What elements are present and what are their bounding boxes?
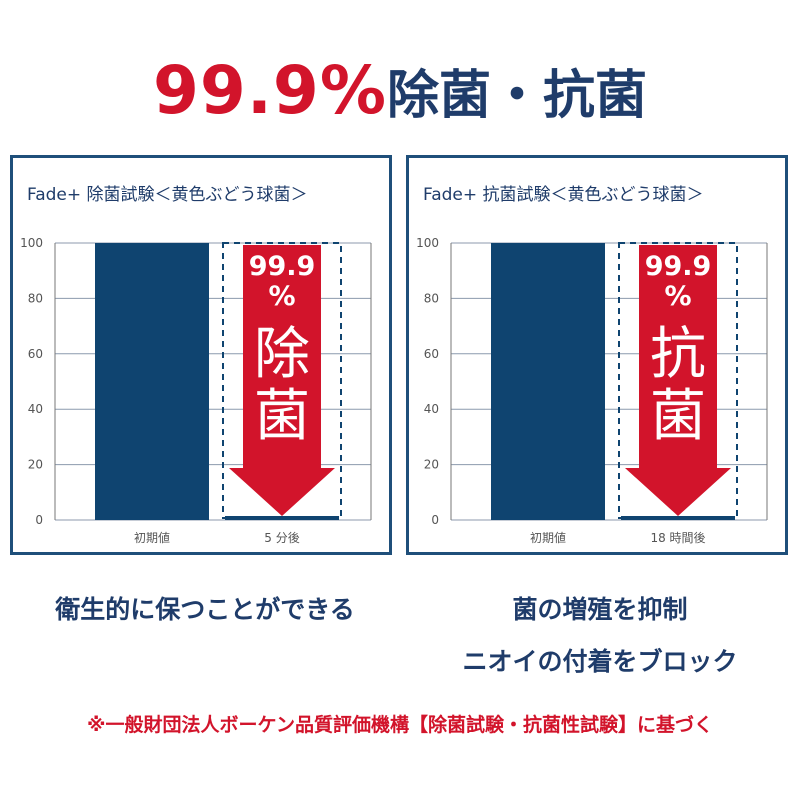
arrow-word-label: 菌 (650, 384, 706, 449)
y-tick-label: 20 (28, 458, 43, 472)
bar (491, 243, 605, 520)
antibacterial-chart: 100 80 60 40 20 0 初期値 18 時間後 99.9% 抗菌 (416, 236, 768, 545)
reduction-box (222, 242, 342, 519)
caption-suppress-growth: 菌の増殖を抑制 (512, 595, 688, 624)
y-tick-label: 20 (424, 458, 439, 472)
bar (95, 243, 209, 520)
arrow-word-label: 除 (254, 322, 310, 387)
x-tick-label: 初期値 (134, 530, 170, 545)
y-tick-label: 40 (28, 402, 43, 416)
reduction-arrow (625, 245, 731, 516)
footnote: ※一般財団法人ボーケン品質評価機構【除菌試験・抗菌性試験】に基づく (87, 714, 713, 736)
arrow-word-label: 抗 (650, 322, 706, 387)
y-tick-label: 60 (424, 347, 439, 361)
arrow-unit-label: % (664, 281, 691, 312)
arrow-word-label: 菌 (254, 384, 310, 449)
headline-text: 除菌・抗菌 (386, 66, 647, 126)
y-tick-label: 0 (35, 513, 43, 527)
chart-title: Fade+ 除菌試験＜黄色ぶどう球菌＞ (27, 185, 308, 205)
chart-title: Fade+ 抗菌試験＜黄色ぶどう球菌＞ (423, 185, 704, 205)
headline: 99.9%除菌・抗菌 (0, 52, 800, 129)
sterilization-chart-panel: Fade+ 除菌試験＜黄色ぶどう球菌＞ 100 80 60 40 20 0 初期値 5 分後 9… (10, 155, 392, 555)
arrow-value-label: 99.9 (249, 251, 316, 282)
arrow-unit-label: % (268, 281, 295, 312)
reduction-arrow (229, 245, 335, 516)
headline-percent: 99.9% (153, 52, 387, 129)
x-tick-label: 初期値 (530, 530, 566, 545)
y-tick-label: 0 (431, 513, 439, 527)
y-tick-label: 60 (28, 347, 43, 361)
x-tick-label: 18 時間後 (650, 531, 705, 545)
caption-hygienic: 衛生的に保つことができる (55, 595, 355, 624)
y-tick-label: 100 (20, 236, 43, 250)
y-tick-label: 80 (28, 291, 43, 305)
y-tick-label: 80 (424, 291, 439, 305)
y-tick-label: 40 (424, 402, 439, 416)
caption-block-odor: ニオイの付着をブロック (462, 647, 738, 676)
sterilization-chart: 100 80 60 40 20 0 初期値 5 分後 99.9% 除菌 (20, 236, 372, 545)
y-tick-label: 100 (416, 236, 439, 250)
arrow-value-label: 99.9 (645, 251, 712, 282)
reduction-box (618, 242, 738, 519)
x-tick-label: 5 分後 (264, 531, 299, 545)
antibacterial-chart-panel: Fade+ 抗菌試験＜黄色ぶどう球菌＞ 100 80 60 40 20 0 初期値 18 時間… (406, 155, 788, 555)
